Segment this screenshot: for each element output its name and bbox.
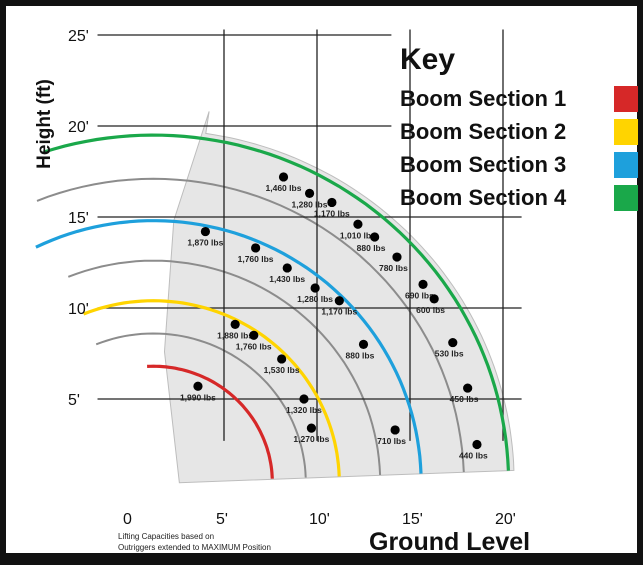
point-label: 1,270 lbs [293,434,329,444]
point-label: 1,170 lbs [321,307,357,317]
legend-swatch [614,152,638,178]
legend: Key Boom Section 1 Boom Section 2 Boom Sec… [400,43,638,211]
y-tick-label: 5' [68,392,80,409]
point-s2-4 [299,394,309,404]
point-s3-6 [358,339,369,349]
y-tick-label: 10' [68,301,89,318]
point-label: 710 lbs [377,436,406,446]
point-s4-4 [353,219,363,229]
y-tick-label: 15' [68,210,89,227]
grid-lines [97,29,522,441]
point-s4-3 [327,197,337,208]
point-label: 440 lbs [459,451,488,461]
point-s2-2 [249,330,259,340]
point-s4-10 [463,383,473,393]
note-line-2: Outriggers extended to MAXIMUM Position [118,543,271,552]
point-label: 780 lbs [379,263,408,273]
point-label: 1,170 lbs [314,208,350,218]
point-label: 880 lbs [357,243,386,253]
boom-arc-4 [43,133,510,471]
legend-swatch [614,119,638,145]
x-tick-label: 10' [309,511,330,528]
point-label: 1,990 lbs [180,392,216,402]
legend-swatch [614,86,638,112]
point-s3-2 [251,243,261,253]
x-tick-label: 15' [402,511,423,528]
point-s3-5 [334,296,344,306]
guide-arc-2 [67,259,382,476]
legend-item-label: Boom Section 1 [400,86,566,111]
point-label: 1,430 lbs [269,274,305,284]
point-label: 1,870 lbs [187,238,223,248]
point-s2-3 [277,354,287,364]
boom-arc-1 [147,364,274,479]
point-s1-1 [193,381,203,391]
point-label: 880 lbs [346,350,375,360]
point-label: 1,530 lbs [264,365,300,375]
y-tick-label: 20' [68,119,89,136]
legend-title: Key [400,43,455,76]
point-label: 1,010 lbs [340,230,376,240]
point-label: 1,320 lbs [286,405,322,415]
x-tick-label: 5' [216,511,228,528]
legend-swatch [614,185,638,211]
x-tick-label: 0 [123,511,132,528]
point-s3-7 [390,425,400,435]
guide-arc-1 [95,332,307,478]
point-label: 690 lbs [405,290,434,300]
point-label: 1,460 lbs [266,183,302,193]
point-s4-2 [304,188,315,198]
point-s3-3 [282,263,292,273]
note-line-1: Lifting Capacities based on [118,532,214,541]
point-label: 1,880 lbs [217,330,253,340]
point-label: 1,760 lbs [238,254,274,264]
guide-arc-3 [36,177,465,473]
point-s3-1 [200,226,210,237]
point-s2-1 [230,319,240,329]
legend-item-label: Boom Section 2 [400,119,566,144]
x-tick-label: 20' [495,511,516,528]
point-label: 450 lbs [450,394,479,404]
guide-arcs [36,177,465,478]
point-label: 1,280 lbs [297,294,333,304]
point-s3-4 [310,283,320,293]
legend-item-label: Boom Section 3 [400,152,566,177]
boom-arcs [35,133,510,479]
point-s4-5 [370,232,380,242]
point-s4-7 [418,279,428,289]
y-axis-label: Height (ft) [34,79,55,169]
point-s4-1 [278,172,289,182]
boom-arc-3 [35,219,423,474]
legend-item-label: Boom Section 4 [400,185,567,210]
point-s4-11 [472,439,482,450]
point-label: 530 lbs [435,349,464,359]
x-axis-label: Ground Level [369,528,530,556]
point-label: 1,280 lbs [292,199,328,209]
point-s4-6 [392,252,402,262]
point-s4-8 [429,294,439,304]
y-tick-label: 25' [68,28,89,45]
point-label: 1,760 lbs [236,341,272,351]
axis-ticks: 0 5' 10' 15' 20' 5' 10' 15' 20' 25' [68,28,516,528]
point-s2-5 [306,423,317,433]
boom-arc-2 [83,299,341,477]
point-s4-9 [448,337,458,348]
point-label: 600 lbs [416,305,445,315]
